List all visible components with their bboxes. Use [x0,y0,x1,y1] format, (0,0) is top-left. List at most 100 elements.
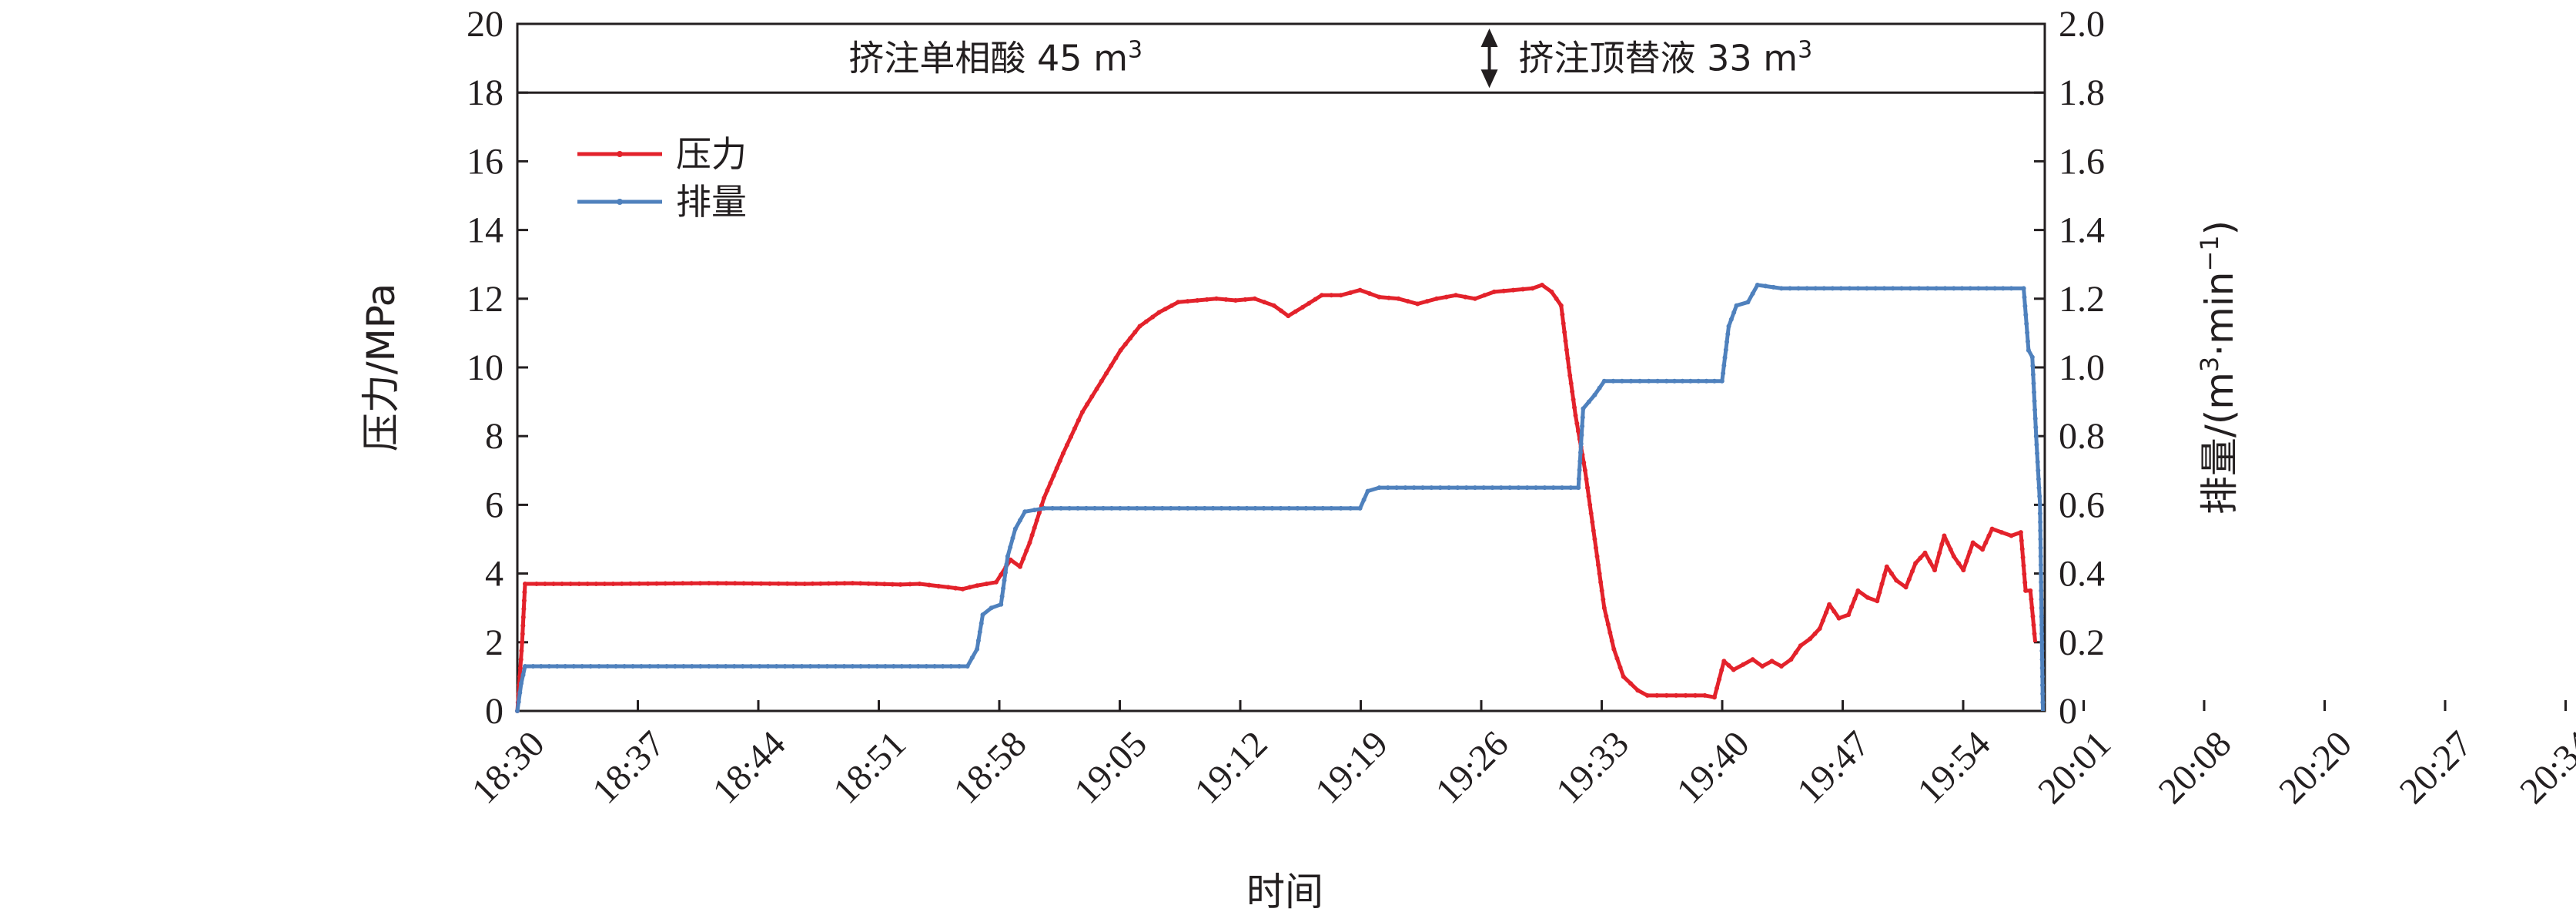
pressure-point [1367,291,1373,297]
pressure-point [1601,605,1607,611]
pressure-point [1702,692,1708,698]
flowrate-point [979,621,984,626]
pressure-point [1760,664,1765,669]
pressure-point [1286,313,1291,319]
flowrate-point [1592,392,1597,397]
flowrate-point [799,664,805,669]
left-y-tick-label: 12 [467,279,503,320]
legend-label-pressure: 压力 [676,133,747,175]
pressure-point [1618,665,1623,670]
flowrate-point [1429,485,1434,491]
flowrate-point [1992,286,1998,291]
pressure-point [2020,555,2026,560]
pressure-point [1562,330,1567,335]
flowrate-point [1365,488,1370,494]
flowrate-point [1159,505,1165,511]
flowrate-point [2036,477,2041,481]
pressure-point [706,581,711,586]
pressure-point [1109,363,1114,368]
flowrate-point [664,664,669,669]
flowrate-point [1455,485,1460,491]
pressure-point [1415,301,1420,307]
pressure-point [1717,676,1722,682]
pressure-point [1918,555,1923,561]
flowrate-point [519,681,524,686]
pressure-point [1798,643,1803,649]
pressure-point [1329,293,1334,298]
pressure-point [785,581,790,586]
pressure-point [1903,585,1909,590]
flowrate-point [2038,528,2043,533]
x-tick-label: 19:19 [1307,723,1396,812]
flowrate-point [1219,505,1224,511]
flowrate-point [1202,505,1207,511]
pressure-point [1564,347,1569,353]
pressure-point [1571,397,1576,402]
pressure-point [999,572,1004,578]
pressure-point [1588,511,1594,516]
pressure-point [1143,319,1149,324]
flowrate-point [1481,485,1487,491]
pressure-point [945,585,951,590]
pressure-point [1271,303,1276,308]
pressure-point [1540,283,1544,287]
pressure-point [1048,481,1053,486]
pressure-point [1817,626,1822,631]
pressure-point [671,581,677,586]
flowrate-point [580,664,585,669]
pressure-point [1882,572,1887,578]
stage-label-displacement-sup: 3 [1798,36,1812,63]
flowrate-point [2025,330,2030,335]
flowrate-point [1320,505,1326,511]
flowrate-point [833,664,838,669]
pressure-point [802,582,808,586]
pressure-point [1568,381,1574,386]
flowrate-point [1696,378,1701,384]
pressure-point [1922,550,1928,555]
flowrate-point [2033,424,2039,430]
pressure-point [1769,659,1775,664]
flowrate-point [2039,631,2045,636]
pressure-point [1793,650,1798,655]
flowrate-point [1577,458,1583,464]
pressure-point [1875,598,1880,604]
flowrate-point [1032,508,1037,513]
pressure-point [1214,296,1219,301]
pressure-point [2019,538,2024,543]
flowrate-point [1018,518,1022,523]
x-tick-label: 19:40 [1669,723,1758,812]
pressure-point [1598,579,1604,585]
pressure-point [1593,545,1598,551]
pressure-point [1549,289,1554,294]
pressure-point [1596,562,1601,568]
pressure-point [1386,295,1391,300]
pressure-point [1510,287,1516,293]
pressure-point [826,581,831,586]
flowrate-point [2039,605,2044,611]
pressure-point [1879,582,1885,586]
flowrate-point [2038,545,2043,551]
flowrate-point [1934,286,1939,291]
flowrate-point [748,664,754,669]
pressure-point [1576,428,1581,434]
pressure-point [2009,533,2014,538]
pressure-point [1590,519,1595,525]
pressure-point [1980,547,1986,552]
flowrate-point [883,664,888,669]
pressure-point [874,582,879,586]
flowrate-point [1916,286,1922,291]
flowrate-point [1704,378,1709,384]
pressure-point [2019,546,2025,552]
flowrate-point [1101,505,1106,511]
flowrate-point [2037,511,2042,516]
flowrate-point [957,664,962,669]
pressure-point [741,581,746,586]
flowrate-point [1151,505,1156,511]
flowrate-point [614,664,618,669]
pressure-point [1611,646,1617,652]
flowrate-point [1498,485,1504,491]
flowrate-point [1734,303,1739,308]
flowrate-point [1001,585,1006,591]
pressure-point [1482,293,1487,298]
pressure-point [520,615,526,620]
